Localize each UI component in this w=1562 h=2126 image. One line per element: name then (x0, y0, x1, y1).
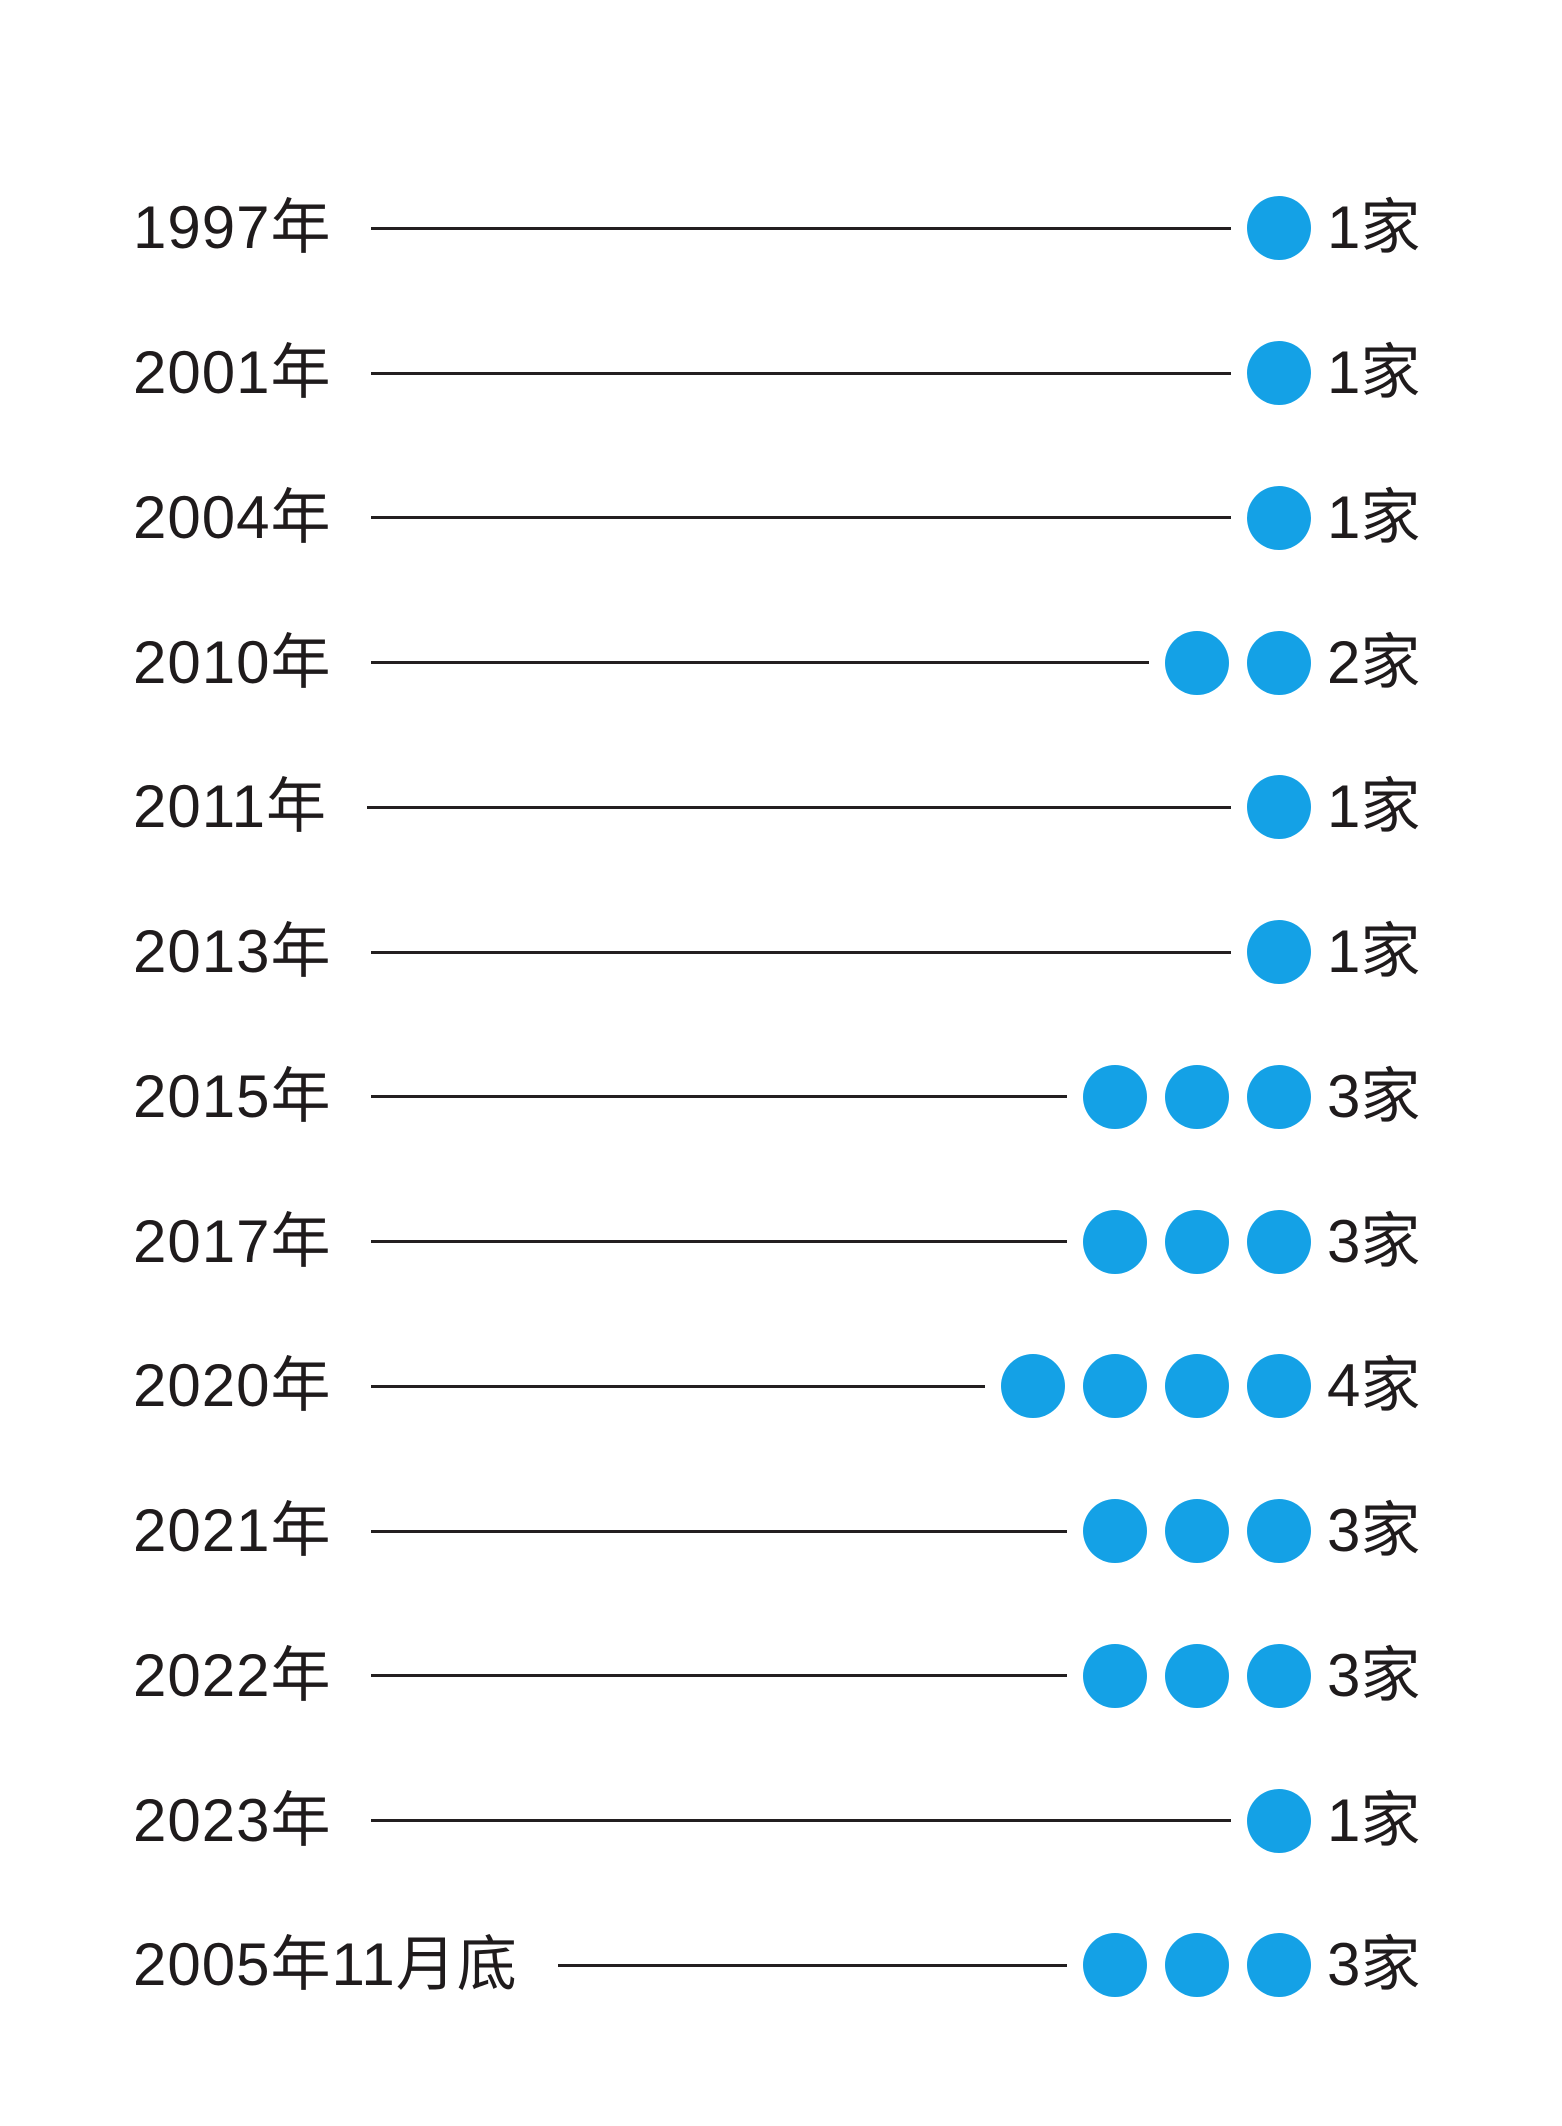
year-label: 2023年 (133, 1786, 332, 1854)
count-label: 3家 (1327, 1641, 1421, 1709)
connector-line (371, 1240, 1067, 1244)
company-dot (1247, 1209, 1311, 1274)
company-dot (1083, 1209, 1147, 1274)
connector-line (557, 1963, 1067, 1967)
timeline-row: 2010年 2家 (133, 590, 1421, 735)
connector-line (371, 371, 1231, 375)
connector-line (371, 1529, 1067, 1533)
count-label: 3家 (1327, 1062, 1421, 1130)
dot-group (1083, 1499, 1311, 1564)
dot-group (1083, 1064, 1311, 1129)
company-dot (1247, 1643, 1311, 1708)
count-label: 1家 (1327, 918, 1421, 986)
count-label: 1家 (1327, 194, 1421, 262)
dot-group (1247, 775, 1311, 840)
company-dot (1001, 1354, 1065, 1419)
dot-group (1247, 920, 1311, 985)
dot-group (1247, 341, 1311, 406)
timeline-row: 2022年 3家 (133, 1604, 1421, 1749)
timeline-row: 2001年 1家 (133, 301, 1421, 446)
connector-line (371, 1819, 1231, 1823)
company-dot (1247, 630, 1311, 695)
company-dot (1247, 485, 1311, 550)
timeline-row: 1997年 1家 (133, 156, 1421, 301)
timeline-row: 2017年 3家 (133, 1169, 1421, 1314)
timeline-row: 2013年 1家 (133, 880, 1421, 1025)
year-label: 2015年 (133, 1062, 332, 1130)
count-label: 2家 (1327, 628, 1421, 696)
company-dot (1165, 1209, 1229, 1274)
company-dot (1247, 1354, 1311, 1419)
timeline-row: 2004年 1家 (133, 446, 1421, 591)
dot-group (1083, 1209, 1311, 1274)
dot-group (1247, 1788, 1311, 1853)
timeline-row: 2011年 1家 (133, 735, 1421, 880)
timeline-row: 2015年 3家 (133, 1025, 1421, 1170)
company-dot (1083, 1933, 1147, 1998)
company-dot (1165, 1643, 1229, 1708)
company-dot (1247, 1064, 1311, 1129)
company-dot (1165, 1499, 1229, 1564)
timeline-row: 2021年 3家 (133, 1459, 1421, 1604)
company-dot (1083, 1643, 1147, 1708)
company-dot (1247, 1499, 1311, 1564)
year-label: 2017年 (133, 1207, 332, 1275)
year-label: 2022年 (133, 1641, 332, 1709)
year-label: 2010年 (133, 628, 332, 696)
company-dot (1247, 775, 1311, 840)
company-dot (1247, 196, 1311, 261)
year-label: 2021年 (133, 1497, 332, 1565)
connector-line (367, 805, 1231, 809)
dot-group (1083, 1643, 1311, 1708)
timeline-row: 2023年 1家 (133, 1748, 1421, 1893)
company-dot (1247, 1788, 1311, 1853)
dot-group (1001, 1354, 1311, 1419)
count-label: 1家 (1327, 773, 1421, 841)
company-dot (1083, 1354, 1147, 1419)
connector-line (371, 1674, 1067, 1678)
company-dot (1165, 1354, 1229, 1419)
timeline-row: 2005年11月底 3家 (133, 1893, 1421, 2038)
company-dot (1165, 1064, 1229, 1129)
year-label: 2013年 (133, 918, 332, 986)
company-dot (1247, 341, 1311, 406)
company-dot (1165, 630, 1229, 695)
count-label: 4家 (1327, 1352, 1421, 1420)
dot-group (1247, 485, 1311, 550)
count-label: 1家 (1327, 1786, 1421, 1854)
year-label: 2004年 (133, 483, 332, 551)
count-label: 1家 (1327, 339, 1421, 407)
year-label: 2011年 (133, 773, 328, 841)
count-label: 3家 (1327, 1207, 1421, 1275)
count-label: 1家 (1327, 483, 1421, 551)
dot-pictogram-chart: 1997年 1家 2001年 1家 2004年 1家 2010年 2家 2011年 1家 2013年… (133, 156, 1421, 2038)
connector-line (371, 950, 1231, 954)
year-label: 2001年 (133, 339, 332, 407)
connector-line (371, 1384, 985, 1388)
connector-line (371, 516, 1231, 520)
dot-group (1165, 630, 1311, 695)
company-dot (1247, 920, 1311, 985)
year-label: 1997年 (133, 194, 332, 262)
year-label: 2005年11月底 (133, 1931, 518, 1999)
connector-line (371, 226, 1231, 230)
count-label: 3家 (1327, 1931, 1421, 1999)
company-dot (1165, 1933, 1229, 1998)
company-dot (1083, 1064, 1147, 1129)
count-label: 3家 (1327, 1497, 1421, 1565)
connector-line (371, 1095, 1067, 1099)
timeline-row: 2020年 4家 (133, 1314, 1421, 1459)
company-dot (1083, 1499, 1147, 1564)
year-label: 2020年 (133, 1352, 332, 1420)
dot-group (1083, 1933, 1311, 1998)
connector-line (371, 661, 1149, 665)
dot-group (1247, 196, 1311, 261)
company-dot (1247, 1933, 1311, 1998)
